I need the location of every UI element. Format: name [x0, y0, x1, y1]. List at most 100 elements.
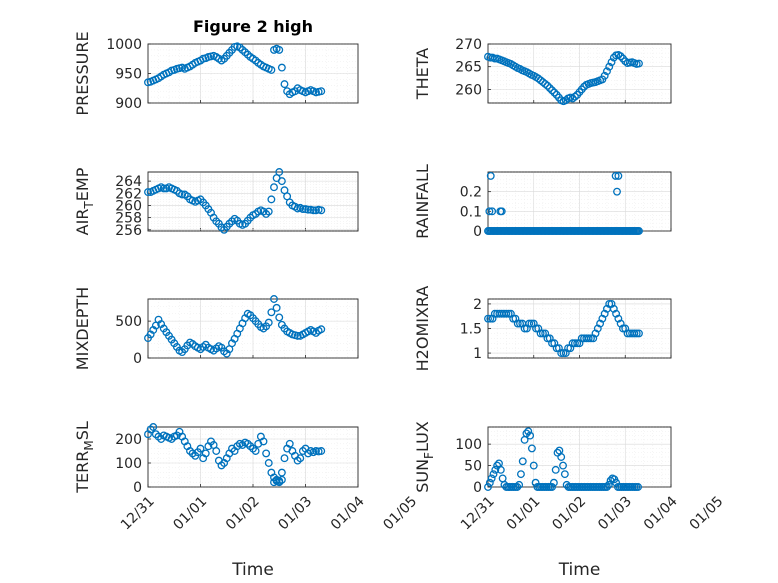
mixdepth-ytick-label: 0 — [133, 351, 142, 367]
sun_flux-xtick-label: 01/05 — [687, 493, 727, 533]
sun_flux-ytick-label: 100 — [455, 437, 482, 453]
mixdepth-frame — [147, 298, 359, 359]
theta-point — [545, 84, 554, 92]
air_temp-point — [304, 205, 313, 214]
h2omixra-point — [520, 324, 529, 333]
terr_msl-ylabel-sub: M — [82, 440, 96, 450]
rainfall-point — [497, 207, 506, 216]
pressure-title: Figure 2 high — [193, 17, 313, 36]
h2omixra-frame — [487, 298, 672, 359]
terr_msl-ytick-label: 200 — [115, 432, 142, 448]
mixdepth-point — [267, 308, 276, 317]
rainfall-ylabel: RAINFALL — [413, 164, 432, 239]
terr_msl-ylabel: TERRMSL — [73, 421, 96, 494]
theta-ytick-label: 260 — [455, 82, 482, 98]
h2omixra-point — [605, 299, 614, 308]
h2omixra-point — [484, 314, 492, 323]
sun_flux-panel: 0 50 100 SUNFLUX 12/31 01/01 01/02 01/03 01/04 01… — [413, 421, 727, 580]
terr_msl-point — [259, 437, 268, 446]
pressure-point — [267, 66, 276, 74]
mixdepth-point — [275, 313, 284, 322]
air_temp-point — [267, 195, 276, 204]
terr_msl-point — [212, 447, 221, 455]
sun_flux-point — [527, 444, 536, 453]
terr_msl-ytick-label: 100 — [115, 456, 142, 472]
air_temp-point — [277, 177, 286, 186]
h2omixra-point — [619, 324, 627, 333]
terr_msl-xtick-label: 01/02 — [223, 493, 263, 533]
theta-panel: 260 265 270 THETA — [413, 37, 672, 106]
air_temp-point — [317, 206, 326, 215]
pressure-ytick-label: 900 — [115, 96, 142, 112]
sun_flux-ylabel-sub: F — [422, 452, 436, 459]
air_temp-point — [270, 183, 278, 192]
h2omixra-point — [486, 314, 495, 323]
h2omixra-point — [538, 329, 547, 338]
theta-point — [490, 54, 499, 63]
sun_flux-point — [603, 483, 611, 491]
theta-frame — [487, 43, 672, 104]
sun_flux-point — [529, 461, 538, 470]
sun_flux-xtick-label: 12/31 — [458, 493, 498, 533]
sun_flux-point — [484, 483, 492, 491]
rainfall-ytick-label: 0.2 — [460, 185, 482, 201]
terr_msl-point — [296, 454, 305, 463]
terr_msl-point — [262, 449, 271, 458]
pressure-point — [280, 80, 289, 89]
rainfall-point — [614, 171, 623, 180]
theta-point — [543, 81, 552, 90]
sun_flux-point — [489, 470, 498, 479]
h2omixra-point — [552, 344, 561, 353]
terr_msl-xtick-label: 01/04 — [328, 493, 368, 533]
h2omixra-point — [525, 319, 534, 328]
air_temp-ytick-label: 258 — [115, 211, 142, 227]
terr_msl-point — [196, 444, 205, 453]
terr_msl-point — [285, 439, 294, 448]
air_temp-point — [159, 184, 168, 193]
sun_flux-point — [604, 480, 613, 489]
terr_msl-xtick-label: 12/31 — [118, 493, 158, 533]
h2omixra-panel: 1 1.5 2 H2OMIXRA — [413, 286, 672, 372]
mixdepth-point — [272, 303, 281, 312]
sun_flux-ytick-label: 0 — [473, 480, 482, 496]
terr_msl-point — [149, 423, 158, 431]
terr_msl-xlabel: Time — [231, 560, 274, 580]
h2omixra-point — [513, 319, 522, 328]
sun_flux-ytick-label: 50 — [464, 459, 482, 475]
terr_msl-ytick-label: 0 — [133, 480, 142, 496]
theta-point — [541, 79, 550, 88]
h2omixra-point — [557, 349, 566, 358]
sun_flux-point — [487, 474, 496, 483]
air_temp-ylabel-suffix: EMP — [73, 167, 92, 201]
h2omixra-point — [502, 309, 511, 318]
theta-ylabel: THETA — [413, 48, 432, 100]
theta-point — [570, 92, 579, 101]
sun_flux-point — [496, 465, 505, 474]
air_temp-point — [298, 205, 307, 214]
theta-point — [550, 88, 559, 97]
terr_msl-point — [277, 475, 286, 484]
h2omixra-ytick-label: 2 — [473, 297, 482, 313]
sun_flux-xtick-label: 01/03 — [595, 493, 635, 533]
sun_flux-xtick-label: 01/01 — [504, 493, 544, 533]
h2omixra-ylabel: H2OMIXRA — [413, 286, 432, 372]
mixdepth-ytick-label: 500 — [115, 314, 142, 330]
h2omixra-point — [532, 324, 540, 333]
rainfall-point — [488, 207, 497, 216]
rainfall-point — [611, 171, 620, 180]
rainfall-point — [635, 227, 643, 235]
theta-point — [605, 62, 614, 71]
rainfall-ytick-label: 0 — [473, 224, 482, 240]
sun_flux-point — [548, 483, 556, 491]
sun_flux-point — [515, 480, 524, 489]
sun_flux-xtick-label: 01/04 — [641, 493, 681, 533]
h2omixra-point — [564, 344, 573, 353]
pressure-point — [275, 45, 284, 54]
h2omixra-point — [543, 334, 552, 343]
sun_flux-point — [634, 483, 643, 491]
terr_msl-point — [251, 447, 260, 455]
rainfall-ytick-label: 0.1 — [460, 204, 482, 220]
theta-point — [616, 52, 625, 61]
